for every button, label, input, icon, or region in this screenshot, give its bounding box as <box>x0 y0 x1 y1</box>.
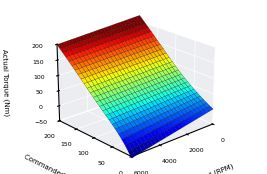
X-axis label: Engine Speed (RPM): Engine Speed (RPM) <box>167 163 234 174</box>
Y-axis label: Commanded Torque (Nm): Commanded Torque (Nm) <box>23 153 106 174</box>
